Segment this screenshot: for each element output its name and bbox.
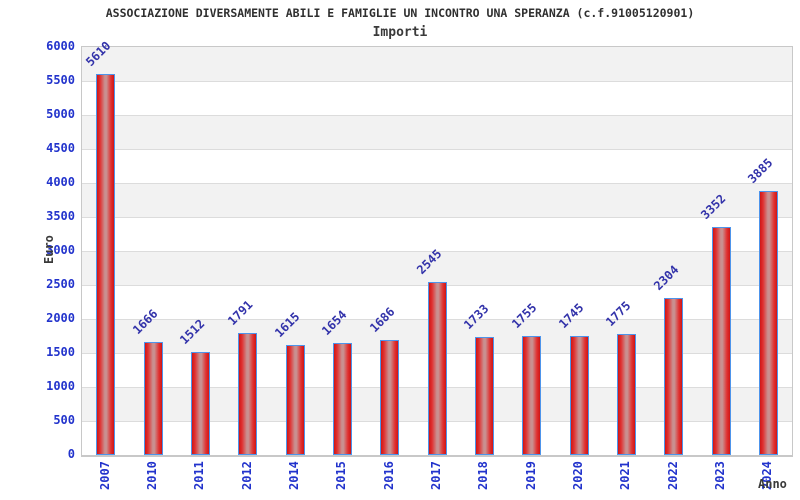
bar-2012 (238, 333, 258, 455)
bar-2018 (474, 337, 494, 455)
x-tick-label: 2015 (334, 461, 349, 490)
x-tick-label: 2018 (476, 461, 491, 490)
y-tick-label: 1000 (46, 379, 75, 393)
y-tick-label: 500 (53, 413, 75, 427)
y-tick-label: 2000 (46, 311, 75, 325)
x-tick-label: 2014 (287, 461, 301, 490)
y-tick-label: 3500 (46, 209, 75, 223)
plot-band (82, 149, 792, 183)
bar-2010 (143, 341, 163, 455)
bar-2007 (96, 73, 116, 455)
x-tick-label: 2022 (665, 461, 680, 490)
bar-2024 (758, 190, 778, 455)
bar-2014 (285, 345, 305, 455)
x-tick-label: 2020 (571, 461, 585, 490)
x-axis-title: Anno (758, 477, 787, 491)
chart-subtitle: Importi (372, 25, 428, 40)
x-tick-label: 2011 (192, 461, 207, 490)
y-tick-label: 1500 (46, 345, 75, 359)
x-tick-label: 2010 (145, 461, 159, 490)
plot-band (82, 217, 792, 251)
x-tick-label: 2016 (381, 461, 396, 490)
bar-2011 (190, 352, 210, 455)
bar-2019 (522, 335, 542, 455)
y-axis-title: Euro (42, 235, 56, 264)
plot-band (82, 183, 792, 217)
bar-2020 (569, 336, 589, 455)
plot-band (82, 115, 792, 149)
x-tick-label: 2019 (523, 461, 538, 490)
y-tick-label: 4000 (46, 175, 75, 189)
plot-band (82, 47, 792, 81)
bar-2022 (664, 298, 684, 455)
chart-title: ASSOCIAZIONE DIVERSAMENTE ABILI E FAMIGL… (105, 6, 695, 20)
y-tick-label: 3000 (46, 243, 75, 257)
x-tick-label: 2012 (239, 461, 254, 490)
x-tick-label: 2017 (429, 461, 443, 490)
y-tick-label: 5500 (46, 73, 75, 87)
y-tick-label: 6000 (46, 39, 75, 53)
bar-2016 (380, 340, 400, 455)
plot-area (81, 46, 793, 457)
bar-2015 (332, 342, 352, 455)
y-tick-label: 0 (67, 447, 75, 461)
x-tick-label: 2007 (97, 461, 112, 490)
y-tick-label: 5000 (46, 107, 75, 121)
plot-band (82, 251, 792, 285)
plot-band (82, 81, 792, 115)
x-tick-label: 2021 (618, 461, 633, 490)
x-tick-label: 2023 (713, 461, 727, 490)
bar-2023 (711, 227, 731, 455)
y-tick-label: 2500 (46, 277, 75, 291)
bar-2017 (427, 281, 447, 455)
y-tick-label: 4500 (46, 141, 75, 155)
bar-2021 (616, 334, 636, 455)
